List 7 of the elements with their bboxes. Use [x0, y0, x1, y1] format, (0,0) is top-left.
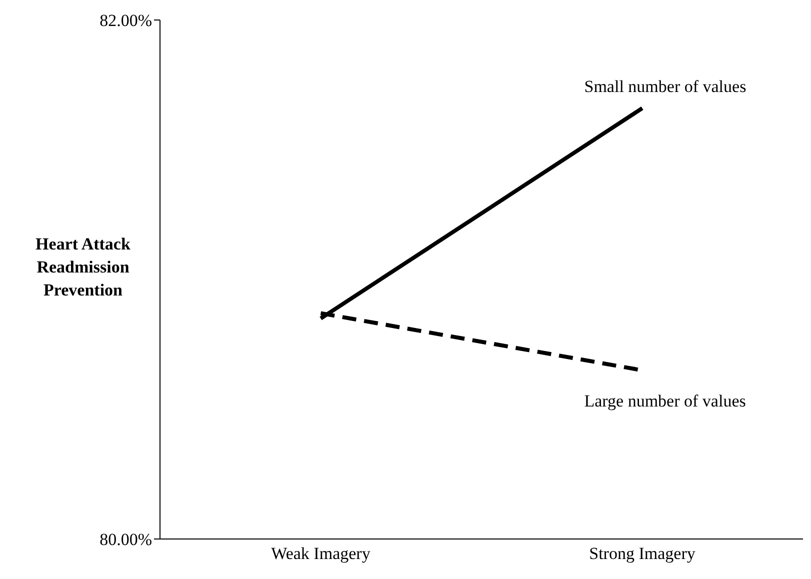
x-tick-label: Strong Imagery: [589, 544, 696, 564]
series-label: Small number of values: [584, 77, 746, 96]
y-tick-label: 82.00%: [100, 11, 152, 30]
x-tick-label: Weak Imagery: [271, 544, 371, 564]
y-tick-label: 80.00%: [100, 530, 152, 550]
y-axis-title: Heart Attack Readmission Prevention: [36, 234, 131, 300]
series-label: Large number of values: [584, 391, 746, 410]
